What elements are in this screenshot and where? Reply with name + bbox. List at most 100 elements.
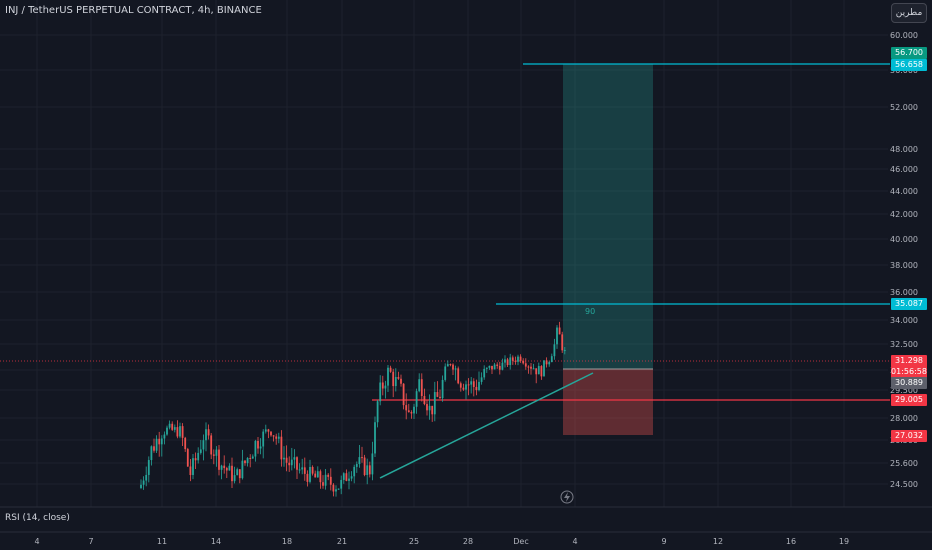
rsi-indicator-label[interactable]: RSI (14, close)	[5, 513, 70, 523]
support-price-tag: 29.005	[891, 394, 927, 406]
candle-body	[223, 465, 226, 469]
price-axis-label: 34.000	[890, 316, 918, 325]
last-price-tag: 31.298	[891, 355, 927, 367]
position-label: 90	[585, 307, 595, 316]
lightning-icon[interactable]	[560, 490, 574, 504]
candle-body	[355, 464, 358, 467]
symbol-title[interactable]: INJ / TetherUS PERPETUAL CONTRACT, 4h, B…	[5, 5, 262, 16]
candle-body	[285, 457, 288, 463]
candle-body	[496, 364, 499, 366]
profit-zone[interactable]	[563, 64, 653, 369]
candle-body	[418, 379, 421, 392]
candle-body	[296, 457, 298, 470]
candle-body	[301, 467, 304, 470]
candle-body	[462, 387, 465, 390]
candle-body	[439, 396, 441, 399]
candle-body	[405, 405, 408, 411]
price-axis-label: 29.500	[890, 386, 918, 395]
candle-body	[283, 457, 285, 460]
candle-body	[186, 449, 189, 467]
time-axis-label: 9	[661, 537, 666, 546]
candle-body	[220, 465, 223, 470]
price-axis-label: 46.000	[890, 165, 918, 174]
candle-body	[155, 438, 158, 451]
candle-body	[189, 466, 192, 475]
candle-body	[470, 381, 473, 385]
candle-body	[545, 360, 548, 365]
candle-body	[210, 435, 213, 455]
candle-body	[480, 377, 483, 382]
candle-body	[407, 410, 410, 413]
brand-button[interactable]: مطرين	[891, 3, 927, 23]
candle-body	[246, 457, 249, 464]
candle-body	[192, 458, 194, 475]
time-axis-label: 19	[839, 537, 849, 546]
candle-body	[215, 449, 218, 456]
candle-body	[337, 488, 340, 490]
time-axis-label: 16	[786, 537, 796, 546]
candle-body	[340, 479, 343, 489]
price-axis-label: 32.500	[890, 340, 918, 349]
candle-body	[517, 356, 519, 362]
candle-body	[251, 456, 254, 459]
price-axis-label: 44.000	[890, 187, 918, 196]
candle-body	[259, 446, 262, 449]
candle-body	[374, 422, 376, 454]
candle-body	[413, 406, 415, 414]
candle-body	[335, 489, 337, 492]
candle-body	[394, 376, 397, 387]
trend-line[interactable]	[379, 372, 594, 479]
candle-body	[504, 359, 506, 363]
price-axis-label: 24.500	[890, 480, 918, 489]
current-price-tag: 30.889	[891, 377, 927, 389]
candle-body	[376, 401, 379, 423]
candle-body	[324, 474, 327, 486]
candle-body	[530, 366, 532, 369]
candle-body	[176, 427, 179, 437]
candle-body	[288, 462, 291, 466]
candle-body	[332, 484, 335, 492]
candle-body	[366, 465, 369, 475]
candle-body	[506, 359, 509, 366]
candle-body	[428, 405, 431, 411]
candle-body	[410, 412, 413, 414]
candle-body	[472, 381, 475, 387]
candle-body	[535, 368, 538, 375]
candle-body	[309, 466, 311, 482]
candle-body	[290, 459, 293, 466]
price-axis-label: 60.000	[890, 31, 918, 40]
candle-body	[381, 382, 384, 389]
horizontal-grid	[0, 34, 888, 485]
candle-body	[350, 476, 353, 479]
candle-body	[488, 365, 491, 368]
candle-body	[160, 438, 163, 445]
candle-body	[361, 457, 363, 459]
candle-body	[441, 379, 444, 399]
candle-body	[548, 362, 551, 365]
price-axis-label: 52.000	[890, 103, 918, 112]
candle-body	[142, 480, 145, 485]
candle-body	[509, 357, 512, 366]
candle-body	[449, 364, 452, 366]
candle-body	[257, 440, 259, 449]
tp-label-tag: 56.700	[891, 47, 927, 59]
candle-body	[218, 449, 220, 470]
time-axis[interactable]: 4 7 11 14 18 21 25 28 Dec 4 9 12 16 19	[34, 537, 849, 546]
candle-body	[236, 469, 239, 476]
candle-body	[389, 367, 392, 372]
candle-body	[249, 457, 252, 459]
candle-body	[319, 471, 322, 483]
candle-body	[563, 350, 566, 352]
candle-body	[244, 460, 246, 464]
candle-body	[561, 334, 564, 351]
candle-body	[194, 458, 197, 461]
candle-body	[272, 435, 275, 437]
candle-body	[329, 476, 332, 485]
candle-body	[537, 366, 540, 375]
candle-body	[199, 449, 202, 453]
vertical-grid	[36, 0, 845, 507]
loss-zone[interactable]	[563, 369, 653, 435]
candle-body	[467, 384, 470, 386]
